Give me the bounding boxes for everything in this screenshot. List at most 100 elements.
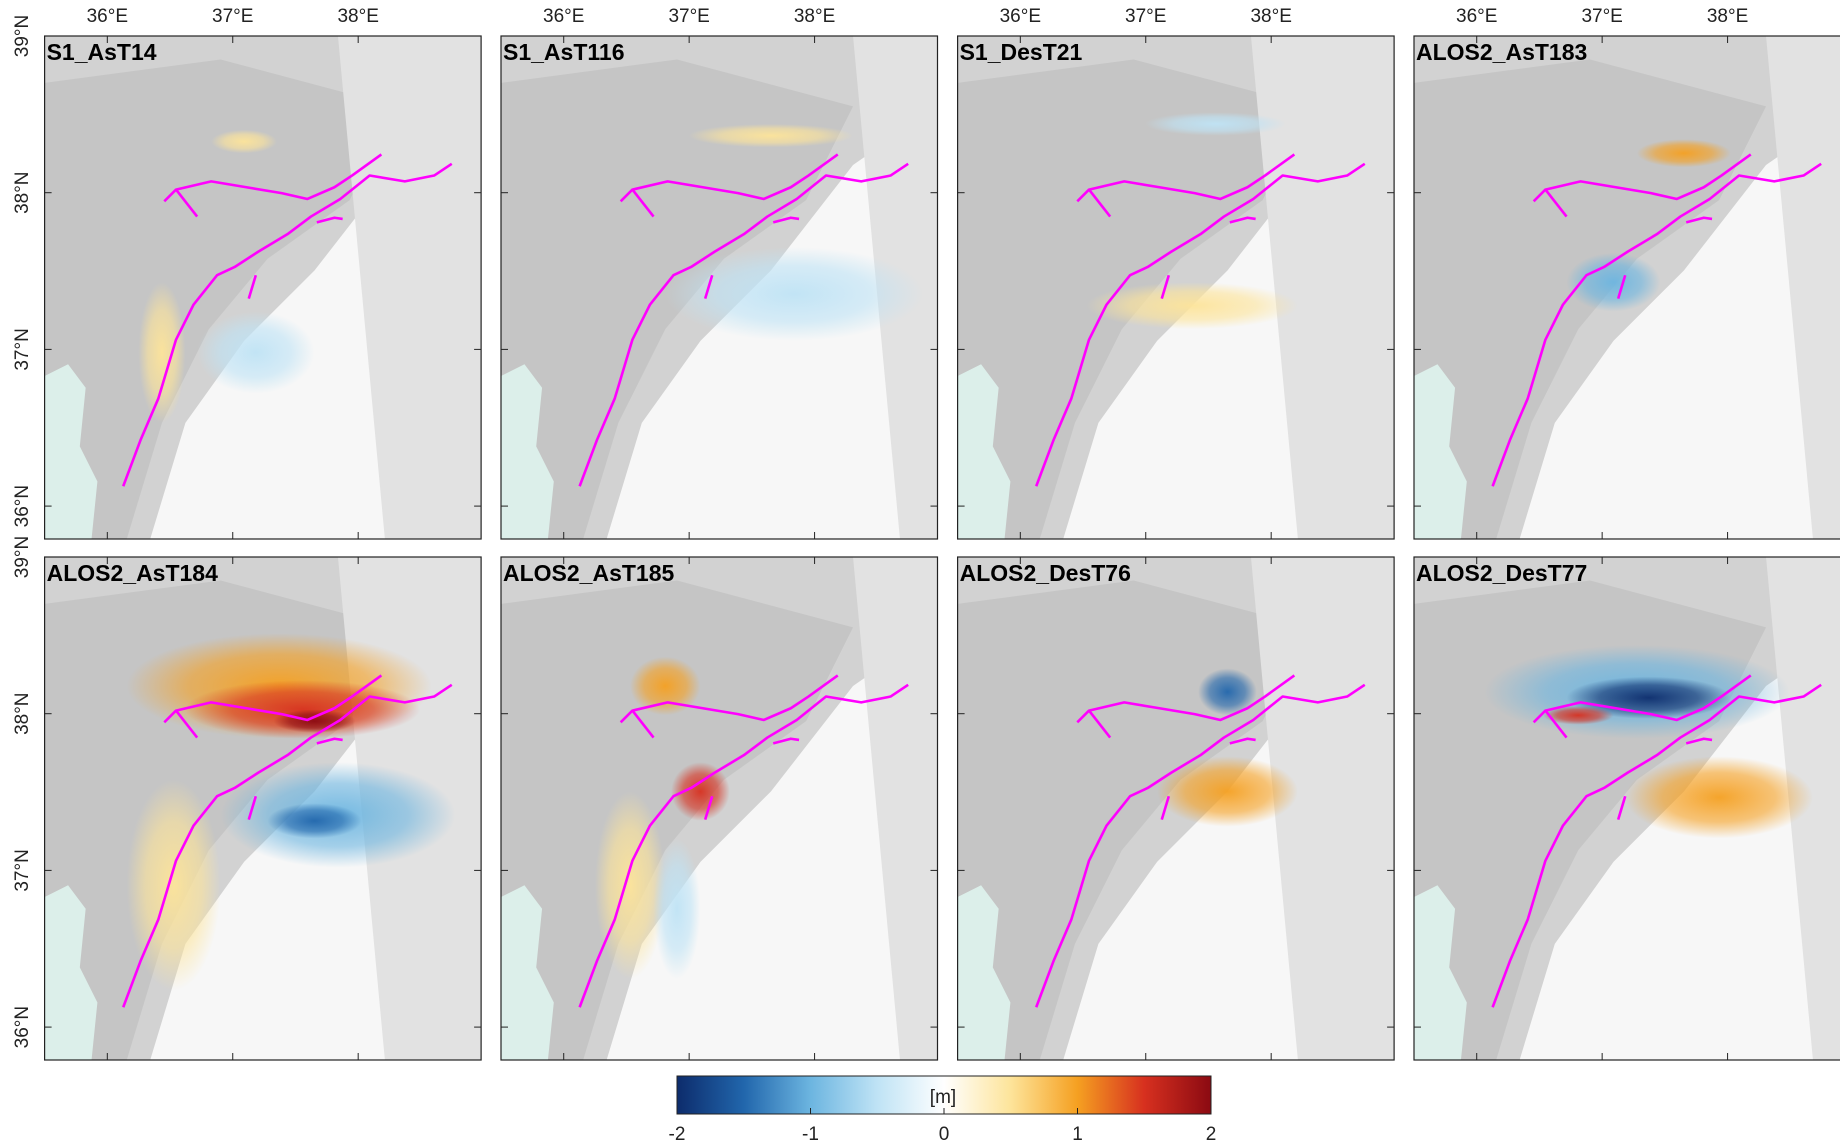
y-tick-label: 37°N xyxy=(12,328,33,370)
panel-title: S1_AsT116 xyxy=(503,39,624,65)
fault-trace xyxy=(1162,796,1169,819)
terrain-shade xyxy=(501,580,854,1060)
map-content xyxy=(44,36,482,539)
map-panel xyxy=(44,36,482,539)
panel-title: ALOS2_AsT184 xyxy=(47,560,219,586)
displacement-patch xyxy=(138,282,186,423)
terrain-shade xyxy=(44,59,397,539)
x-tick-label: 37°E xyxy=(1125,6,1166,27)
colorbar-tick-label: 0 xyxy=(939,1124,950,1145)
panel-title: ALOS2_DesT76 xyxy=(960,560,1131,586)
displacement-patch xyxy=(1157,756,1298,827)
sea xyxy=(957,364,1011,539)
panel-frame xyxy=(1413,35,1840,540)
map-content xyxy=(501,36,938,539)
fault-trace xyxy=(1686,218,1712,223)
x-tick-label: 38°E xyxy=(794,6,835,27)
colorbar-tick-label: -2 xyxy=(669,1124,686,1145)
fault-trace xyxy=(123,164,452,486)
displacement-patch xyxy=(688,123,854,148)
fault-trace xyxy=(1534,675,1751,722)
panel-frame xyxy=(1413,556,1840,1061)
x-tick-label: 37°E xyxy=(212,6,253,27)
y-tick-label: 38°N xyxy=(12,692,33,734)
fault-trace xyxy=(773,218,799,223)
x-tick-label: 36°E xyxy=(1456,6,1497,27)
map-panel xyxy=(1414,557,1840,1060)
fault-trace xyxy=(632,190,653,217)
displacement-patch xyxy=(1625,756,1813,839)
x-tick-label: 36°E xyxy=(87,6,128,27)
map-panel xyxy=(44,557,482,1060)
fault-trace xyxy=(1089,711,1110,738)
y-tick-label: 36°N xyxy=(12,485,33,527)
map-content xyxy=(957,557,1395,1060)
x-tick-label: 37°E xyxy=(668,6,709,27)
map-panel xyxy=(957,557,1395,1060)
fault-trace xyxy=(1089,190,1110,217)
fault-trace xyxy=(1230,218,1256,223)
fault-trace xyxy=(164,154,381,201)
fault-trace xyxy=(580,685,909,1007)
colorbar-tick-label: 1 xyxy=(1072,1124,1083,1145)
x-tick-label: 38°E xyxy=(337,6,378,27)
fault-trace xyxy=(621,675,838,722)
fault-trace xyxy=(1618,275,1625,298)
panel-frame xyxy=(500,35,939,540)
fault-trace xyxy=(1493,164,1822,486)
swath-edge xyxy=(1250,36,1395,539)
sea xyxy=(44,364,98,539)
panel-frame xyxy=(43,35,482,540)
colorbar-tick-label: 2 xyxy=(1206,1124,1217,1145)
y-tick-label: 39°N xyxy=(12,15,33,57)
map-panel xyxy=(1414,36,1840,539)
displacement-patch xyxy=(273,709,356,733)
map-content xyxy=(1414,557,1840,1060)
displacement-patch xyxy=(1566,252,1661,312)
panel-title: S1_AsT14 xyxy=(47,39,157,65)
colorbar-tick-label: -1 xyxy=(802,1124,819,1145)
swath-edge xyxy=(337,36,482,539)
panel-frame xyxy=(500,556,939,1061)
x-tick-label: 38°E xyxy=(1707,6,1748,27)
sea xyxy=(957,885,1011,1060)
fault-trace xyxy=(249,796,256,819)
panel-title: ALOS2_AsT185 xyxy=(503,560,675,586)
fault-trace xyxy=(1230,739,1256,744)
fault-trace xyxy=(705,275,712,298)
sea xyxy=(501,885,554,1060)
fault-trace xyxy=(580,164,909,486)
fault-trace xyxy=(1036,685,1365,1007)
displacement-patch xyxy=(1145,112,1287,136)
fault-trace xyxy=(317,739,343,744)
fault-trace xyxy=(1545,711,1566,738)
fault-trace xyxy=(1036,164,1365,486)
x-tick-label: 36°E xyxy=(543,6,584,27)
displacement-patch xyxy=(630,656,701,716)
displacement-patch xyxy=(197,311,315,394)
fault-trace xyxy=(1534,154,1751,201)
fault-trace xyxy=(176,190,197,217)
panel-title: ALOS2_DesT77 xyxy=(1416,560,1587,586)
displacement-patch xyxy=(594,791,666,980)
sea xyxy=(1414,364,1467,539)
colorbar xyxy=(676,1075,1212,1115)
fault-trace xyxy=(1493,685,1822,1007)
map-panel xyxy=(957,36,1395,539)
displacement-patch xyxy=(267,803,362,839)
y-tick-label: 39°N xyxy=(12,536,33,578)
swath-edge xyxy=(1250,557,1395,1060)
x-tick-label: 38°E xyxy=(1250,6,1291,27)
sea xyxy=(44,885,98,1060)
displacement-patch xyxy=(1543,705,1614,725)
map-panel xyxy=(501,36,938,539)
displacement-patch xyxy=(211,129,277,154)
sea xyxy=(1414,885,1467,1060)
displacement-patch xyxy=(1198,668,1257,716)
displacement-patch xyxy=(671,762,730,821)
fault-trace xyxy=(621,154,838,201)
sea xyxy=(501,364,554,539)
fault-trace xyxy=(632,711,653,738)
displacement-patch xyxy=(185,680,421,739)
